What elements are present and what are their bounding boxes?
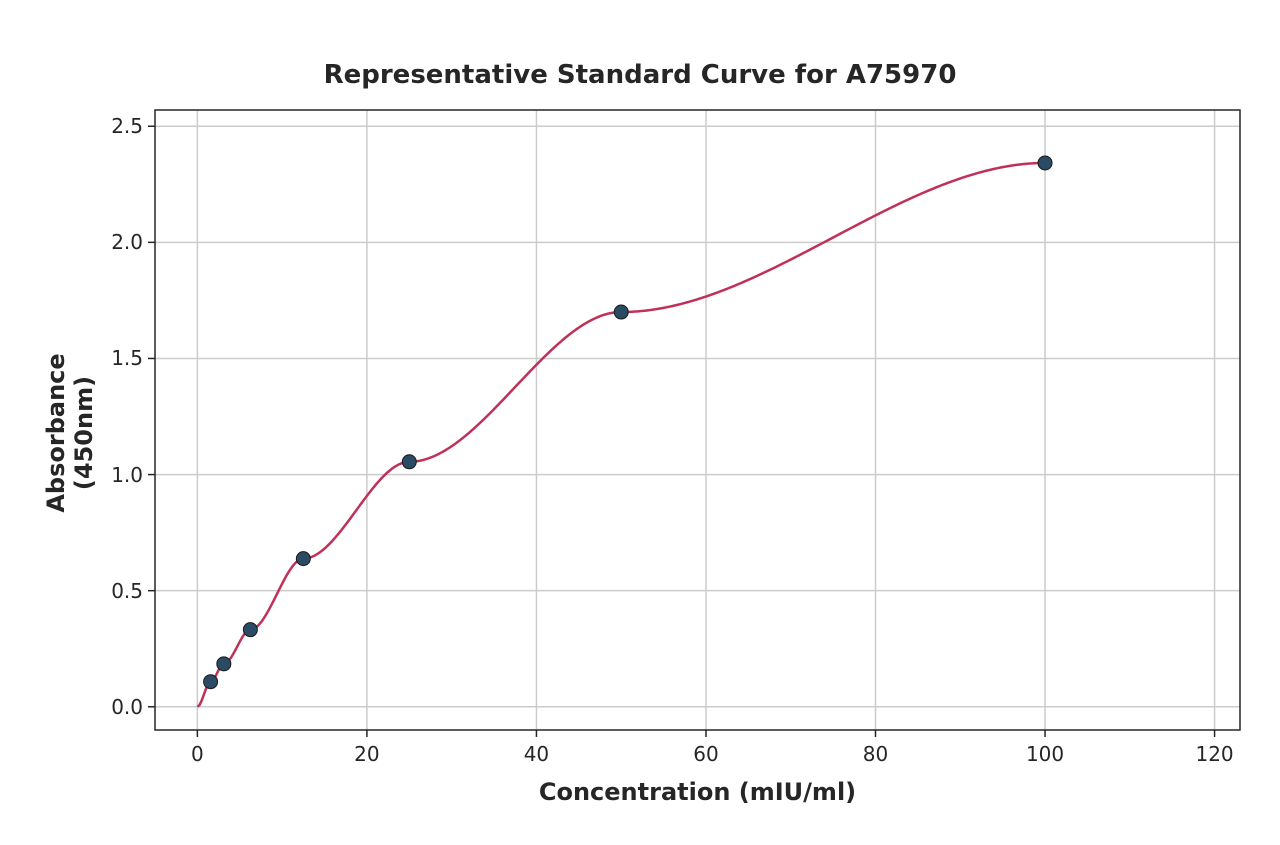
x-tick-label: 0 (167, 742, 227, 766)
data-point (1038, 156, 1052, 170)
x-tick-label: 20 (337, 742, 397, 766)
y-tick-label: 1.5 (95, 346, 143, 370)
x-axis-label: Concentration (mIU/ml) (528, 778, 868, 806)
data-point (243, 623, 257, 637)
data-point (296, 552, 310, 566)
x-tick-label: 60 (676, 742, 736, 766)
x-tick-label: 120 (1185, 742, 1245, 766)
y-tick-label: 0.0 (95, 695, 143, 719)
fitted-curve (197, 163, 1045, 707)
chart-title: Representative Standard Curve for A75970 (0, 60, 1280, 90)
x-tick-label: 40 (506, 742, 566, 766)
data-point (204, 675, 218, 689)
data-point (217, 657, 231, 671)
y-tick-label: 2.0 (95, 230, 143, 254)
chart-svg (0, 0, 1280, 845)
y-tick-label: 0.5 (95, 579, 143, 603)
x-tick-label: 80 (846, 742, 906, 766)
chart-container: Representative Standard Curve for A75970… (0, 0, 1280, 845)
plot-border (155, 110, 1240, 730)
y-tick-label: 1.0 (95, 463, 143, 487)
data-point (402, 455, 416, 469)
y-axis-label: Absorbance (450nm) (42, 303, 98, 563)
data-point (614, 305, 628, 319)
x-tick-label: 100 (1015, 742, 1075, 766)
y-tick-label: 2.5 (95, 114, 143, 138)
